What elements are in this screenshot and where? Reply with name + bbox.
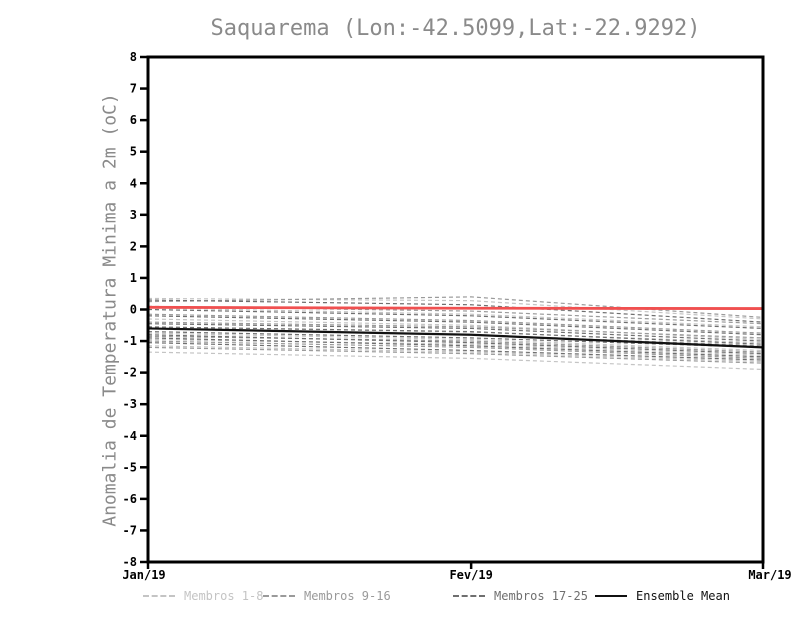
- y-axis-tick-label: -1: [123, 334, 137, 348]
- legend-label: Membros 1-8: [184, 589, 264, 603]
- y-axis-tick-label: 5: [130, 145, 137, 159]
- ensemble-member-line-group-3: [147, 315, 764, 336]
- ensemble-member-line-group-2: [147, 321, 764, 339]
- ensemble-member-line-group-3: [147, 337, 764, 358]
- ensemble-member-line-group-3: [147, 342, 764, 361]
- legend: Membros 1-8 Membros 9-16 Membros 17-25 Ense…: [0, 588, 800, 604]
- y-axis-tick-label: 3: [130, 208, 137, 222]
- y-axis-tick-label: 8: [130, 50, 137, 64]
- y-axis-tick-label: -8: [123, 555, 137, 569]
- y-axis-tick-label: 0: [130, 303, 137, 317]
- y-axis-tick-label: -6: [123, 492, 137, 506]
- y-axis-tick-label: 4: [130, 176, 137, 190]
- ensemble-member-line-group-1: [147, 297, 764, 320]
- y-axis-tick-label: -2: [123, 366, 137, 380]
- ensemble-mean-line: [147, 327, 764, 349]
- y-axis-tick-label: -5: [123, 460, 137, 474]
- y-axis-tick-label: -3: [123, 397, 137, 411]
- legend-entry-2: Membros 9-16: [263, 588, 391, 604]
- legend-solid-line-swatch: [595, 595, 627, 597]
- legend-dashed-line-swatch: [263, 595, 295, 597]
- legend-label: Membros 17-25: [494, 589, 588, 603]
- ensemble-member-line-group-3: [147, 326, 764, 345]
- y-axis-tick-label: 6: [130, 113, 137, 127]
- ensemble-member-line-group-1: [147, 332, 764, 352]
- legend-label: Ensemble Mean: [636, 589, 730, 603]
- legend-entry-3: Membros 17-25: [453, 588, 588, 604]
- x-axis-tick-label: Mar/19: [748, 568, 791, 582]
- x-axis-tick-label: Jan/19: [122, 568, 165, 582]
- ensemble-member-line-group-1: [147, 345, 764, 363]
- ensemble-member-line-group-2: [147, 346, 764, 364]
- ensemble-member-line-group-1: [147, 318, 764, 341]
- red-reference-line: [147, 305, 764, 310]
- y-axis-tick-label: 2: [130, 239, 137, 253]
- y-axis-tick-label: -4: [123, 429, 137, 443]
- x-axis-tick-label: Fev/19: [449, 568, 492, 582]
- ensemble-member-line-group-3: [147, 299, 764, 323]
- y-axis-tick-label: 1: [130, 271, 137, 285]
- legend-label: Membros 9-16: [304, 589, 391, 603]
- ensemble-member-line-group-1: [147, 351, 764, 371]
- legend-dashed-line-swatch: [453, 595, 485, 597]
- y-axis-tick-label: -7: [123, 523, 137, 537]
- ensemble-member-line-group-3: [147, 323, 764, 342]
- legend-entry-4: Ensemble Mean: [595, 588, 730, 604]
- legend-entry-1: Membros 1-8: [143, 588, 263, 604]
- ensemble-member-line-group-3: [147, 334, 764, 355]
- chart-title: Saquarema (Lon:-42.5099,Lat:-22.9292): [210, 16, 701, 41]
- ensemble-member-line-group-3: [147, 330, 764, 348]
- ensemble-member-line-group-2: [147, 296, 764, 318]
- ensemble-member-line-group-2: [147, 340, 764, 360]
- legend-dashed-line-swatch: [143, 595, 175, 597]
- y-axis-tick-label: 7: [130, 82, 137, 96]
- ensemble-member-line-group-2: [147, 313, 764, 334]
- ensemble-member-line-group-1: [147, 307, 764, 328]
- ensemble-member-line-group-3: [147, 308, 764, 330]
